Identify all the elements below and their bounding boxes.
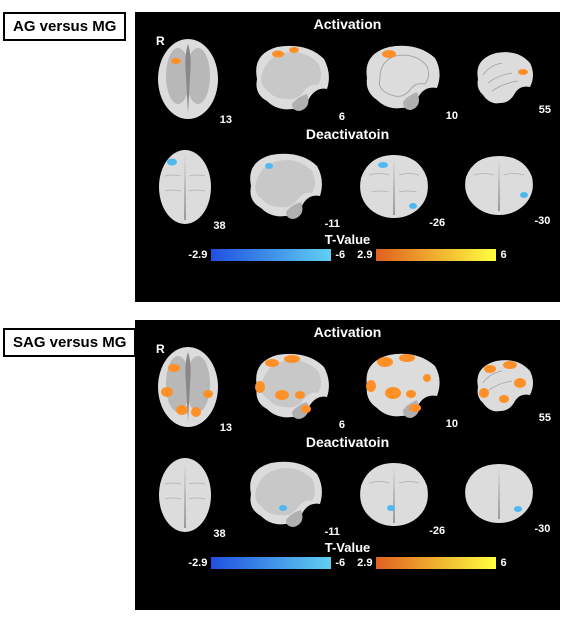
warm-right-label: 6	[500, 557, 506, 569]
brain-axial-deact-bottom: 38	[153, 454, 218, 536]
brain-coronal2-deact-top: -30	[456, 151, 542, 223]
activation-row-top: R 13 6	[135, 34, 560, 124]
tvalue-title-bottom: T-Value	[175, 540, 520, 555]
comparison-label-bottom: SAG versus MG	[3, 328, 136, 357]
brain-sag-act-top: 10	[355, 40, 450, 118]
cool-left-label: -2.9	[188, 557, 207, 569]
brain-axial-deact-top: 38	[153, 146, 218, 228]
coord-label: 6	[339, 111, 345, 123]
coord-label: -26	[429, 217, 445, 229]
panel-ag-vs-mg: Activation R 13 6	[135, 12, 560, 302]
brain-coronal-deact-bottom: -26	[351, 458, 437, 533]
coord-label: 13	[220, 422, 232, 434]
brain-sag3d-act-bottom: 6	[242, 347, 337, 427]
cool-colorbar: -2.9 -6	[188, 249, 345, 261]
deactivation-title-bottom: Deactivatoin	[135, 434, 560, 450]
warm-right-label: 6	[500, 249, 506, 261]
warm-colorbar: 2.9 6	[357, 249, 506, 261]
brain-axial-act-bottom: R 13	[152, 344, 224, 430]
coord-label: 13	[220, 114, 232, 126]
brain-coronal-deact-top: -26	[351, 150, 437, 225]
warm-left-label: 2.9	[357, 557, 372, 569]
brain-sag-act-bottom: 10	[355, 348, 450, 426]
cool-right-label: -6	[335, 249, 345, 261]
activation-title-bottom: Activation	[135, 324, 560, 340]
cool-right-label: -6	[335, 557, 345, 569]
warm-colorbar-bottom: 2.9 6	[357, 557, 506, 569]
coord-label: -30	[534, 215, 550, 227]
brain-sag-small-act-bottom: 55	[468, 355, 543, 420]
warm-left-label: 2.9	[357, 249, 372, 261]
activation-title: Activation	[135, 16, 560, 32]
brain-sag3d-act-top: 6	[242, 39, 337, 119]
tvalue-row-top: T-Value -2.9 -6 2.9 6	[135, 228, 560, 261]
deactivation-title: Deactivatoin	[135, 126, 560, 142]
panel-sag-vs-mg: Activation R 13	[135, 320, 560, 610]
activation-row-bottom: R 13	[135, 342, 560, 432]
coord-label: 6	[339, 419, 345, 431]
comparison-label-top: AG versus MG	[3, 12, 126, 41]
coord-label: 55	[539, 412, 551, 424]
brain-sag3d-deact-top: -11	[237, 148, 332, 226]
warm-gradient	[376, 249, 496, 261]
coord-label: 10	[446, 110, 458, 122]
brain-sag3d-deact-bottom: -11	[237, 456, 332, 534]
deactivation-row-bottom: 38 -11 -26	[135, 450, 560, 540]
brain-sag-small-act-top: 55	[468, 47, 543, 112]
tvalue-title: T-Value	[175, 232, 520, 247]
warm-gradient	[376, 557, 496, 569]
coord-label: -26	[429, 525, 445, 537]
brain-axial-act-top: R 13	[152, 36, 224, 122]
deactivation-row-top: 38 -11	[135, 142, 560, 232]
coord-label: 55	[539, 104, 551, 116]
brain-coronal2-deact-bottom: -30	[456, 459, 542, 531]
tvalue-row-bottom: T-Value -2.9 -6 2.9 6	[135, 536, 560, 569]
orientation-r: R	[156, 342, 165, 356]
orientation-r: R	[156, 34, 165, 48]
coord-label: 10	[446, 418, 458, 430]
cool-left-label: -2.9	[188, 249, 207, 261]
cool-gradient	[211, 557, 331, 569]
cool-gradient	[211, 249, 331, 261]
coord-label: -30	[534, 523, 550, 535]
cool-colorbar-bottom: -2.9 -6	[188, 557, 345, 569]
